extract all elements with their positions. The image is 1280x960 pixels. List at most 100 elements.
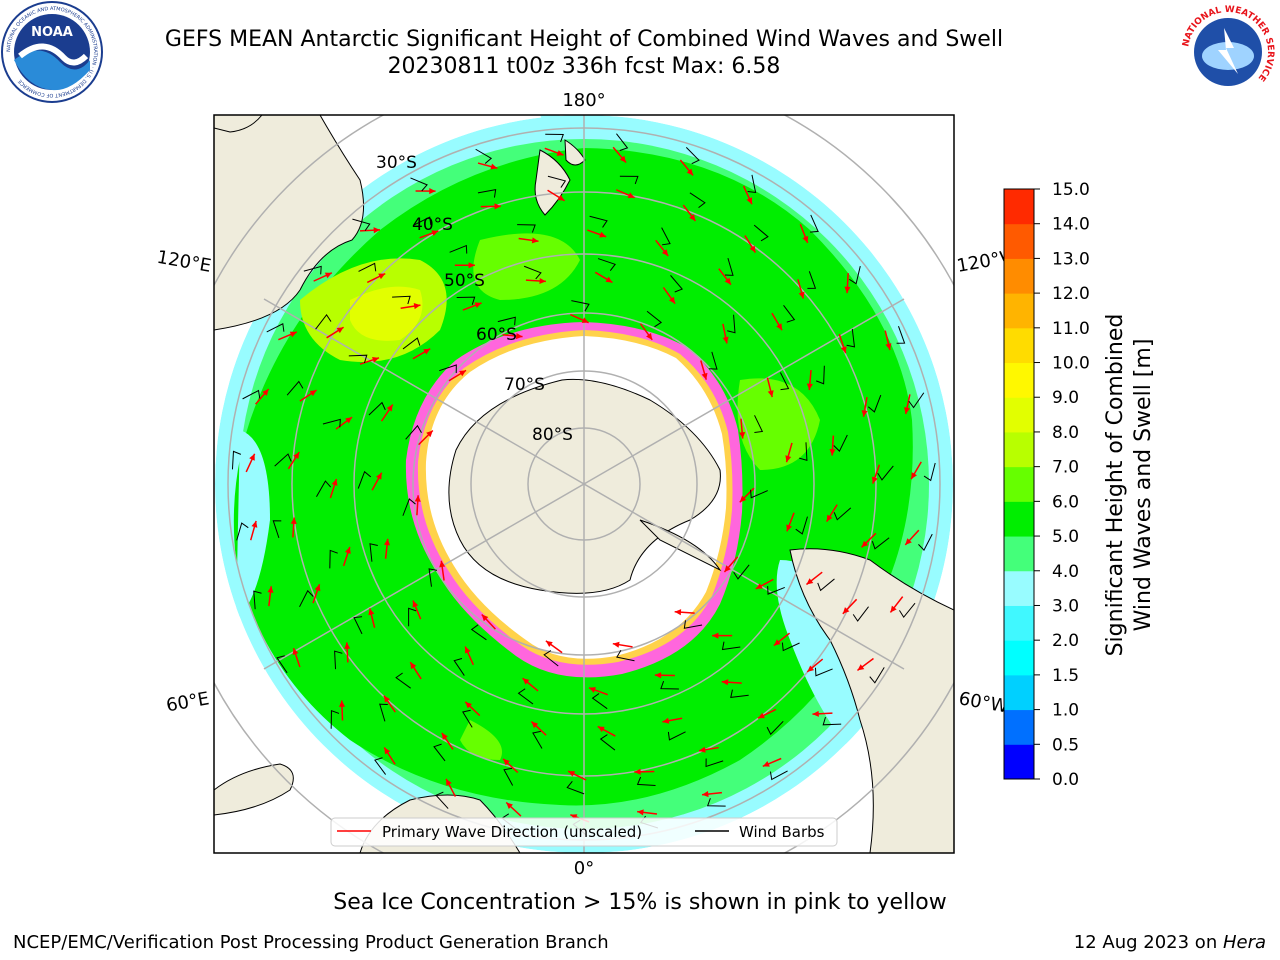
legend-wave-label: Primary Wave Direction (unscaled) bbox=[382, 823, 642, 841]
wave-arrow-head bbox=[465, 701, 472, 709]
wind-barb bbox=[896, 326, 906, 344]
wave-arrow-head bbox=[556, 150, 564, 156]
colorbar-segment bbox=[1004, 362, 1034, 398]
wave-arrow-head bbox=[267, 586, 274, 593]
wind-barb bbox=[303, 265, 322, 275]
wind-barb bbox=[274, 453, 292, 467]
footer-credit: NCEP/EMC/Verification Post Processing Pr… bbox=[13, 932, 609, 953]
wind-barb bbox=[462, 709, 473, 728]
wave-arrow-head bbox=[292, 648, 299, 656]
colorbar-segment bbox=[1004, 189, 1034, 225]
wave-arrow-head bbox=[842, 607, 850, 614]
nws-logo: NATIONAL WEATHER SERVICE bbox=[1180, 4, 1276, 100]
wind-barb bbox=[817, 578, 835, 592]
wind-barb bbox=[405, 424, 422, 440]
wave-arrow-head bbox=[904, 407, 911, 414]
wave-arrow-head bbox=[840, 346, 847, 354]
wind-barb bbox=[402, 337, 421, 350]
wave-arrow-head bbox=[410, 662, 417, 670]
wave-arrow-head bbox=[431, 230, 439, 237]
wave-arrow-head bbox=[701, 372, 708, 380]
lat-label-60s: 60°S bbox=[476, 325, 517, 345]
lon-label-top: 180° bbox=[562, 90, 605, 111]
wind-barb bbox=[453, 658, 465, 676]
wind-barb bbox=[727, 314, 736, 334]
colorbar-segment bbox=[1004, 501, 1034, 537]
colorbar-segment bbox=[1004, 293, 1034, 329]
wave-arrow-head bbox=[724, 565, 731, 573]
wave-arrow-head bbox=[612, 641, 620, 648]
wind-barb bbox=[867, 394, 882, 413]
wave-arrow-head bbox=[861, 540, 869, 548]
wind-barb bbox=[781, 642, 800, 652]
colorbar-tick-label: 9.0 bbox=[1052, 388, 1079, 408]
wind-barb bbox=[231, 450, 242, 470]
wave-arrow-head bbox=[383, 695, 391, 703]
wave-arrow-head bbox=[724, 277, 731, 285]
wave-arrow-head bbox=[503, 758, 510, 766]
footer-date: 12 Aug 2023 on Hera bbox=[1074, 932, 1266, 953]
wind-barb bbox=[767, 586, 785, 595]
wave-arrow-head bbox=[423, 348, 431, 355]
wind-barb bbox=[869, 667, 885, 684]
wave-arrow-head bbox=[515, 333, 523, 340]
wind-barb bbox=[523, 265, 542, 280]
wind-barb bbox=[368, 401, 386, 416]
wind-barb bbox=[475, 148, 493, 164]
wave-arrow-head bbox=[739, 495, 747, 503]
colorbar-segment bbox=[1004, 570, 1034, 606]
wave-arrow-head bbox=[568, 771, 576, 777]
colorbar-tick-label: 4.0 bbox=[1052, 562, 1079, 582]
wave-arrow-head bbox=[293, 452, 300, 460]
wind-barb bbox=[286, 380, 304, 396]
wave-arrow-head bbox=[911, 472, 917, 480]
wind-barb bbox=[683, 620, 703, 629]
wind-barb bbox=[705, 758, 724, 768]
wave-arrow-head bbox=[481, 614, 489, 622]
colorbar-tick-label: 13.0 bbox=[1052, 249, 1090, 269]
wave-arrow-head bbox=[857, 664, 865, 671]
wave-arrow-head bbox=[545, 640, 553, 648]
wind-barb bbox=[730, 689, 749, 699]
wind-barb bbox=[660, 680, 679, 690]
footer-date-text: 12 Aug 2023 on bbox=[1073, 932, 1223, 953]
lat-label-40s: 40°S bbox=[412, 215, 453, 235]
wave-arrow-head bbox=[289, 331, 297, 338]
legend: Primary Wave Direction (unscaled) Wind B… bbox=[330, 817, 838, 847]
wave-arrow-head bbox=[344, 546, 351, 554]
wave-arrow-head bbox=[441, 732, 448, 740]
wave-arrow-head bbox=[378, 273, 386, 280]
wave-arrow-head bbox=[722, 336, 729, 344]
wave-arrow-head bbox=[414, 495, 421, 502]
wind-barb bbox=[435, 791, 449, 809]
wave-arrow-head bbox=[412, 600, 419, 608]
wave-arrow-head bbox=[324, 272, 332, 279]
colorbar-tick-label: 7.0 bbox=[1052, 458, 1079, 478]
wind-barb bbox=[392, 295, 411, 305]
wave-arrow-head bbox=[588, 687, 596, 693]
wind-barb bbox=[242, 389, 261, 400]
wind-barb bbox=[822, 716, 842, 726]
wind-barb bbox=[846, 328, 856, 348]
wind-barb bbox=[236, 522, 249, 541]
lon-label-lower-left: 60°E bbox=[165, 688, 211, 716]
colorbar-tick-label: 14.0 bbox=[1052, 215, 1090, 235]
colorbar-tick-label: 2.0 bbox=[1052, 631, 1079, 651]
wind-barb bbox=[322, 418, 341, 428]
wave-arrow-head bbox=[413, 303, 421, 310]
wind-barb bbox=[517, 688, 534, 705]
colorbar-segment bbox=[1004, 223, 1034, 259]
colorbar-segment bbox=[1004, 744, 1034, 780]
wave-arrow-head bbox=[627, 192, 635, 198]
wave-arrow-head bbox=[531, 721, 539, 729]
colorbar-segment bbox=[1004, 466, 1034, 502]
wind-barb bbox=[871, 537, 890, 550]
wind-barb bbox=[395, 672, 411, 689]
wind-barb bbox=[428, 568, 438, 587]
wave-arrow-head bbox=[345, 417, 353, 424]
chart-subtitle: 20230811 t00z 336h fcst Max: 6.58 bbox=[387, 54, 781, 79]
wind-barb bbox=[547, 175, 567, 188]
wind-barb bbox=[807, 271, 817, 289]
wind-barb bbox=[348, 354, 368, 364]
wave-arrow-head bbox=[773, 639, 781, 646]
